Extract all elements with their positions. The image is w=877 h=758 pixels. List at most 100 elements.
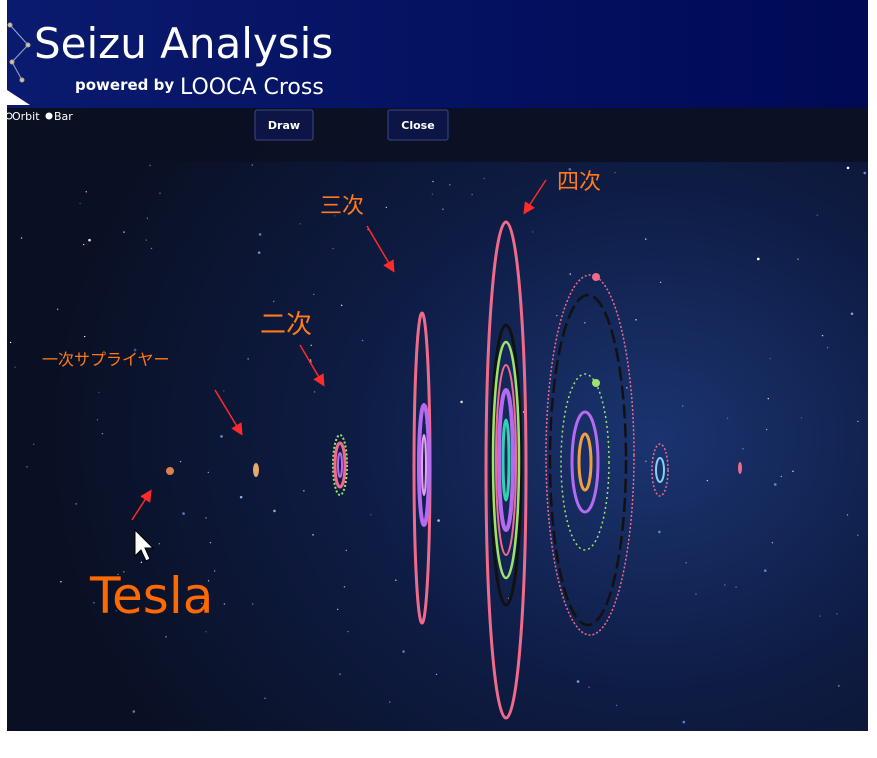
star	[343, 586, 346, 588]
star	[370, 514, 372, 516]
annotation: 三次	[320, 194, 364, 219]
star	[361, 339, 364, 342]
star	[706, 479, 709, 482]
star	[471, 193, 473, 196]
star	[850, 312, 854, 316]
star	[819, 615, 821, 617]
star	[432, 180, 434, 183]
tier7-orbit	[738, 462, 742, 474]
star	[258, 233, 262, 236]
star	[332, 247, 334, 250]
star	[626, 387, 628, 389]
star	[836, 613, 838, 615]
star	[247, 358, 249, 360]
star	[588, 686, 590, 689]
star	[816, 214, 818, 216]
tier1-orbit	[253, 463, 259, 477]
annotation-arrows	[131, 179, 547, 521]
star	[645, 238, 647, 240]
star	[682, 720, 686, 724]
star	[437, 519, 440, 522]
node	[592, 273, 600, 281]
star	[685, 562, 687, 564]
tier4-orbit	[484, 220, 528, 720]
star	[614, 171, 616, 174]
tier5-orbit	[545, 274, 635, 636]
star	[312, 534, 314, 536]
star	[584, 322, 586, 324]
star	[659, 281, 662, 284]
star	[402, 650, 405, 653]
star	[695, 593, 697, 595]
radio-label[interactable]: Orbit	[12, 110, 40, 123]
mouse-cursor	[134, 528, 155, 562]
star	[115, 610, 117, 612]
star	[857, 534, 859, 536]
tier4-orbit	[501, 418, 511, 502]
radio-label[interactable]: Bar	[54, 110, 73, 123]
star	[214, 570, 216, 572]
star	[207, 580, 210, 582]
star	[201, 602, 203, 605]
tier5-orbit	[548, 293, 628, 627]
star	[209, 541, 212, 544]
star	[56, 308, 59, 311]
annotation: 二次	[260, 310, 312, 340]
star	[431, 193, 434, 195]
star	[252, 603, 254, 605]
star	[123, 571, 125, 573]
star	[576, 680, 580, 683]
star	[149, 164, 151, 167]
powered-by: powered by	[75, 76, 174, 94]
tier5-orbit	[570, 410, 600, 514]
star	[340, 304, 343, 307]
star	[435, 673, 438, 676]
arrow	[214, 389, 243, 436]
tier5-orbit	[577, 432, 593, 492]
node	[592, 379, 600, 387]
star	[117, 573, 119, 576]
star	[838, 685, 840, 687]
tier4-orbit	[489, 323, 523, 607]
tier3-orbit	[417, 403, 431, 527]
radio-bar[interactable]	[45, 112, 53, 120]
star	[123, 231, 125, 233]
star	[345, 549, 347, 552]
button-label[interactable]: Close	[401, 119, 434, 132]
star	[857, 420, 859, 423]
star	[264, 697, 266, 699]
star	[20, 237, 23, 239]
arrow	[131, 489, 152, 521]
draw-button[interactable]	[254, 109, 314, 141]
star	[220, 435, 223, 438]
radio-orbit[interactable]	[5, 112, 13, 120]
star	[531, 231, 534, 233]
star	[239, 495, 243, 499]
star	[251, 164, 253, 166]
tier2-orbit	[332, 434, 348, 496]
star	[145, 239, 147, 241]
star	[75, 503, 77, 505]
tier4-orbit	[495, 364, 517, 556]
star	[257, 251, 261, 254]
star	[101, 432, 104, 435]
star	[33, 443, 35, 445]
star	[96, 419, 99, 421]
tier4-orbit	[491, 340, 521, 580]
button-label[interactable]: Draw	[268, 119, 300, 132]
star	[569, 273, 571, 275]
oem-node	[166, 467, 174, 475]
star	[132, 710, 136, 713]
star	[780, 475, 783, 478]
close-button[interactable]	[387, 109, 449, 141]
star	[14, 366, 16, 368]
star	[9, 341, 12, 344]
star	[159, 192, 161, 194]
tier4-orbit	[497, 388, 515, 532]
star	[26, 466, 28, 468]
star	[483, 177, 485, 180]
star	[645, 460, 647, 463]
star	[223, 390, 225, 392]
star	[98, 391, 100, 394]
